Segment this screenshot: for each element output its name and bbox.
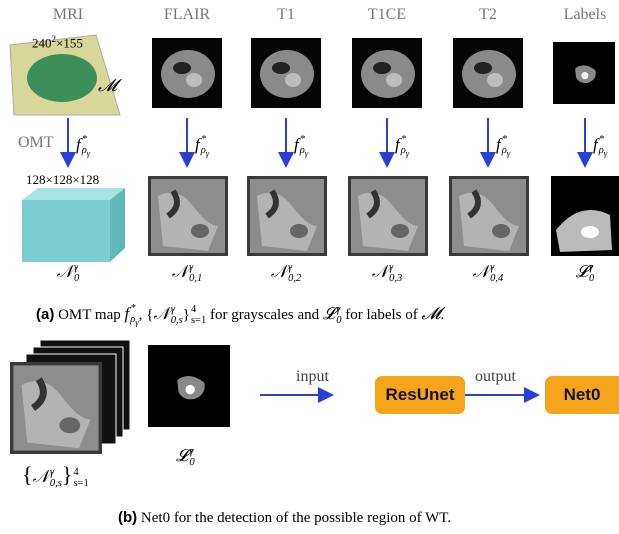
page: MRI FLAIR T1 T1CE T2 Labels 2402×155 𝓜 O…	[0, 0, 619, 534]
label-omt-core	[581, 226, 599, 238]
label-map	[148, 345, 230, 427]
omt-map-label: f*ργ	[294, 134, 308, 158]
cube-top	[22, 188, 125, 200]
column-header: MRI	[53, 6, 83, 24]
column-header: T1CE	[368, 6, 406, 24]
cube-front	[22, 200, 110, 262]
flair-omt	[148, 176, 228, 256]
figure-graphics	[0, 0, 619, 534]
caption-b: (b) Net0 for the detection of the possib…	[118, 509, 451, 527]
t1ce-slice	[352, 38, 422, 108]
output-label: output	[475, 368, 516, 386]
mri-symbol: 𝓜	[98, 76, 117, 96]
cube-size: 128×128×128	[26, 172, 99, 188]
resunet-box: ResUnet	[375, 376, 465, 414]
omt-map-label: f*ργ	[395, 134, 409, 158]
omt-map-label: f*ργ	[195, 134, 209, 158]
t1-slice	[251, 38, 321, 108]
column-header: Labels	[564, 6, 607, 24]
omt-map-label: f*ργ	[496, 134, 510, 158]
cube-side	[110, 188, 125, 262]
label-slice	[553, 42, 615, 104]
t1ce-omt	[348, 176, 428, 256]
column-header: FLAIR	[164, 6, 210, 24]
column-header: T1	[277, 6, 295, 24]
column-header: T2	[479, 6, 497, 24]
net0-box: Net0	[545, 376, 619, 414]
omt-map-label: f*ργ	[76, 134, 90, 158]
brain	[27, 54, 97, 102]
omt-label: OMT	[18, 134, 54, 152]
t2-slice	[453, 38, 523, 108]
mri-size: 2402×155	[32, 34, 83, 51]
stacked-slices	[10, 340, 130, 454]
flair-slice	[152, 38, 222, 108]
input-label: input	[296, 368, 329, 386]
t2-omt	[449, 176, 529, 256]
t1-omt	[247, 176, 327, 256]
omt-map-label: f*ργ	[593, 134, 607, 158]
